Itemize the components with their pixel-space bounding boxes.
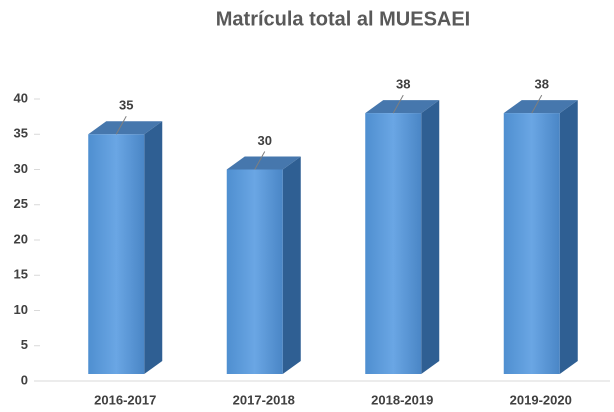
leader-line [531,94,543,114]
bar-side [144,121,163,374]
leader-line [254,151,266,170]
bar-side [559,100,578,374]
y-tick-label: 15 [14,267,28,282]
bar-top [226,156,301,170]
y-tick-label: 5 [21,337,28,352]
x-tick-label: 2017-2018 [233,392,295,407]
data-label: 35 [119,98,133,113]
bar-front [226,169,283,374]
bar [226,156,301,374]
bar-top [88,121,163,135]
y-tick-label: 40 [14,90,28,105]
bar-side [282,156,301,374]
x-tick-label: 2019-2020 [510,392,572,407]
data-label: 38 [396,77,410,92]
data-label: 30 [258,133,272,148]
data-label: 38 [535,77,549,92]
bar-front [503,113,560,374]
bar-side [421,100,440,374]
bar [503,100,578,374]
y-tick-label: 0 [21,372,28,387]
bar-front [365,113,422,374]
y-tick-label: 35 [14,126,28,141]
bar [88,121,163,374]
bar-top [503,100,578,114]
x-tick-label: 2018-2019 [371,392,433,407]
y-tick-label: 30 [14,161,28,176]
leader-line [115,116,127,135]
bar-front [88,134,145,374]
y-tick-label: 20 [14,231,28,246]
bar-top [365,100,440,114]
bar [365,100,440,374]
y-tick-label: 25 [14,196,28,211]
chart-title: Matrícula total al MUESAEI [216,8,471,30]
leader-line [392,94,404,114]
y-tick-label: 10 [14,302,28,317]
x-tick-label: 2016-2017 [94,392,156,407]
